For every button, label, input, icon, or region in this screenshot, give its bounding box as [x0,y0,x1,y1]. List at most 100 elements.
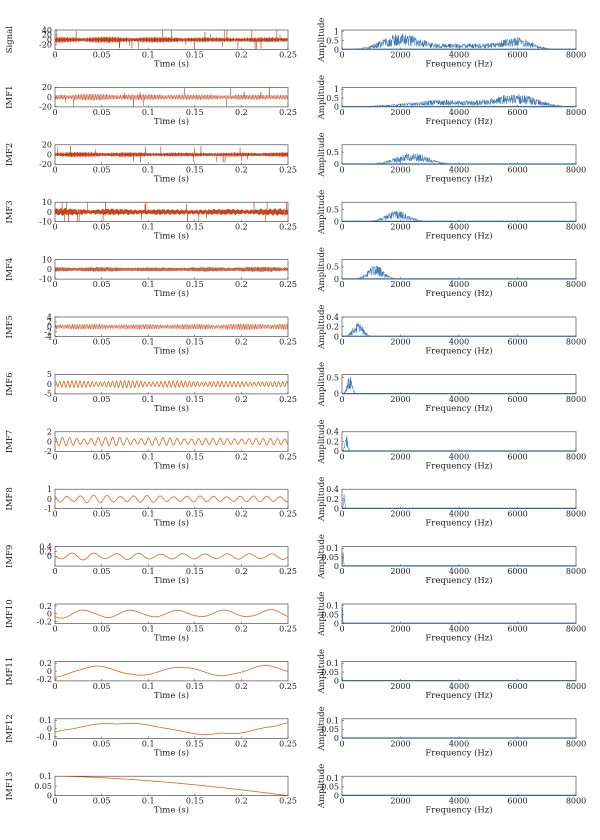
y-tick-label: -0.1 [37,732,52,741]
x-tick-label: 6000 [507,280,527,289]
y-axis-label: Amplitude [317,649,327,694]
x-tick-label: 0.25 [279,395,297,404]
plot-frame [54,718,289,739]
y-tick-label: 0 [334,447,339,456]
x-axis-label: Frequency (Hz) [425,518,492,529]
y-tick-label: 0.5 [326,205,339,214]
y-tick-label: 0.05 [321,725,339,734]
y-tick-label: 0.4 [39,542,52,551]
y-tick-label: 0.1 [39,716,52,725]
y-tick-label: 0 [47,552,52,561]
x-tick-label: 4000 [449,395,469,404]
x-tick-label: 0.15 [186,510,204,519]
x-tick-label: 2000 [390,165,410,174]
x-tick-label: 8000 [566,739,586,748]
y-tick-label: -20 [39,40,52,49]
x-tick-label: 0 [52,395,57,404]
signal-line [55,494,288,504]
y-axis-label: Amplitude [317,477,327,522]
y-tick-label: 0.5 [326,148,339,157]
y-axis-label: Amplitude [317,534,327,579]
x-tick-label: 0.15 [186,682,204,691]
x-tick-label: 0.05 [93,739,111,748]
x-tick-label: 0.15 [186,452,204,461]
chart-amplitude-spectrum: 0 2000 4000 6000 8000 10.50 Frequency (Hz) Ampl… [317,75,586,127]
y-tick-label: 5 [47,370,52,379]
x-tick-label: 4000 [449,51,469,60]
x-tick-label: 0.05 [93,510,111,519]
x-tick-label: 2000 [390,108,410,117]
x-tick-label: 0 [52,280,57,289]
chart-amplitude-spectrum: 0 2000 4000 6000 8000 0.40.20 Frequency (Hz) Am… [317,419,586,471]
x-axis-label: Frequency (Hz) [425,231,492,242]
x-tick-label: 0.05 [93,682,111,691]
y-axis-label: Amplitude [317,75,327,120]
y-tick-label: 0.05 [321,783,339,792]
x-tick-label: 0.05 [93,108,111,117]
plot-frame [341,775,577,797]
signal-line [55,145,288,163]
y-tick-label: 40 [42,26,52,35]
x-tick-label: 0.05 [93,51,111,60]
y-tick-label: 0.2 [39,602,52,611]
x-tick-label: 0 [52,165,57,174]
plot-frame [54,775,289,797]
x-tick-label: 0 [52,625,57,634]
chart-amplitude-spectrum: 0 2000 4000 6000 8000 0.10.050 Frequency (Hz) A… [317,764,586,816]
x-tick-label: 6000 [507,797,527,806]
x-tick-label: 0 [339,625,344,634]
y-tick-label: 0 [334,103,339,112]
y-tick-label: 0.05 [321,610,339,619]
y-tick-label: 0 [334,619,339,628]
plot-frame [341,431,577,452]
x-tick-label: 4000 [449,739,469,748]
plot-frame [341,661,577,682]
y-tick-label: 4 [47,313,52,322]
x-tick-label: 0.15 [186,280,204,289]
x-tick-label: 0 [339,682,344,691]
x-tick-label: 6000 [507,625,527,634]
x-tick-label: 0.2 [235,797,248,806]
x-tick-label: 0.15 [186,395,204,404]
chart-amplitude-spectrum: 0 2000 4000 6000 8000 0.40.20 Frequency (Hz) Am… [317,305,586,357]
plot-frame [341,144,577,165]
y-tick-label: -0.2 [37,675,52,684]
x-tick-label: 0 [339,51,344,60]
x-tick-label: 0.25 [279,165,297,174]
x-tick-label: 0.1 [142,682,155,691]
x-tick-label: 0 [52,108,57,117]
spectrum-line [342,33,576,50]
x-axis-label: Frequency (Hz) [425,633,492,644]
y-tick-label: 0 [47,323,52,332]
x-tick-label: 2000 [390,682,410,691]
x-tick-label: 8000 [566,395,586,404]
chart-amplitude-spectrum: 0 2000 4000 6000 8000 0.10.050 Frequency (Hz) A… [317,534,586,586]
x-tick-label: 2000 [390,223,410,232]
x-tick-label: 6000 [507,108,527,117]
x-tick-label: 0.05 [93,797,111,806]
x-tick-label: 0.25 [279,510,297,519]
y-tick-label: 0.1 [39,772,52,781]
y-tick-label: 0 [334,332,339,341]
x-axis-label: Time (s) [154,518,189,529]
y-axis-label: Amplitude [317,247,327,292]
x-tick-label: 2000 [390,395,410,404]
x-tick-label: 4000 [449,108,469,117]
y-tick-label: 0.05 [321,553,339,562]
x-tick-label: 0.25 [279,108,297,117]
chart-amplitude-spectrum: 0 2000 4000 6000 8000 0.10.050 Frequency (Hz) A… [317,706,586,758]
x-tick-label: 0.1 [142,165,155,174]
y-tick-label: 0.2 [39,547,52,556]
y-axis-label: Amplitude [317,419,327,464]
spectrum-line [342,794,576,796]
x-tick-label: 0 [339,510,344,519]
y-axis-label: IMF9 [5,545,15,568]
x-tick-label: 0.2 [235,108,248,117]
plot-frame [341,374,577,395]
y-tick-label: -2 [44,327,52,336]
signal-line [55,87,288,107]
